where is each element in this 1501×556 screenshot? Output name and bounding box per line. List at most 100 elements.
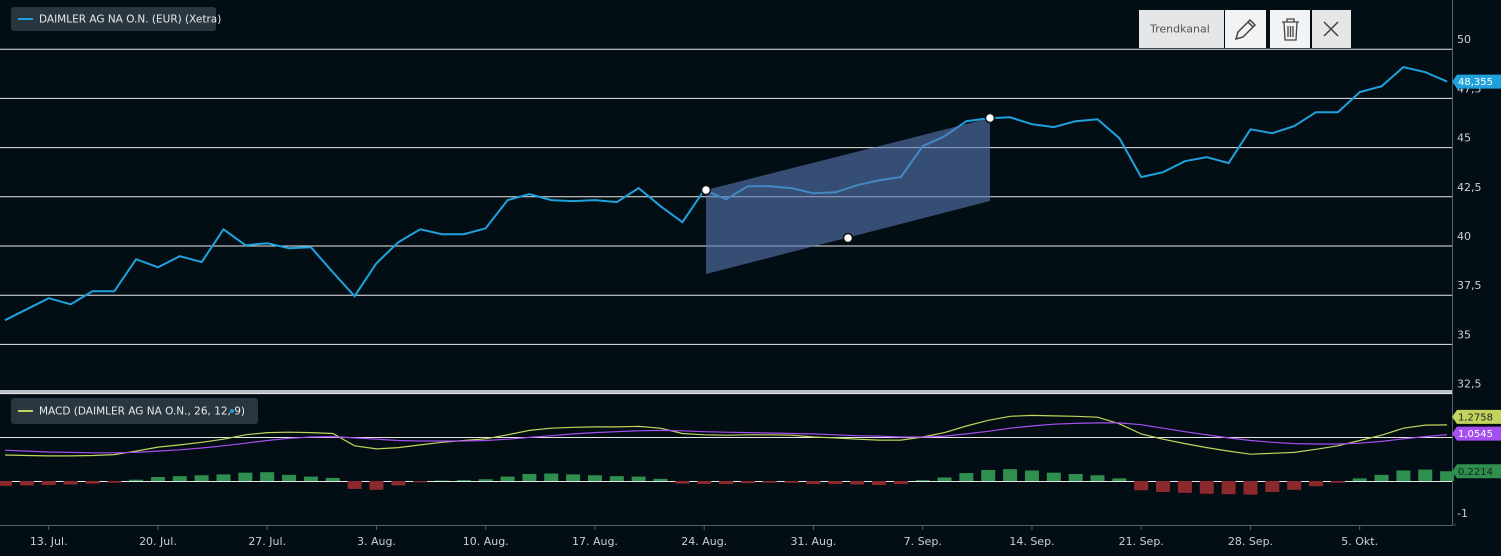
value-tag bbox=[1452, 74, 1501, 89]
histogram-bar bbox=[129, 479, 144, 481]
histogram-bar bbox=[1243, 481, 1258, 495]
histogram-bar bbox=[762, 481, 777, 483]
legend-box bbox=[11, 7, 216, 31]
histogram-bar bbox=[282, 474, 297, 481]
toolbar-label-box bbox=[1139, 10, 1224, 48]
histogram-bar bbox=[456, 480, 471, 481]
histogram-bar bbox=[740, 481, 755, 484]
legend-label: MACD (DAIMLER AG NA O.N., 26, 12, 9) bbox=[39, 406, 245, 418]
series-line bbox=[4, 422, 1448, 454]
histogram-bar bbox=[981, 470, 996, 481]
x-tick-label: 14. Sep. bbox=[1009, 535, 1054, 548]
histogram-bar bbox=[172, 476, 187, 481]
histogram-bar bbox=[915, 480, 930, 481]
histogram-bar bbox=[850, 481, 865, 485]
value-tag bbox=[1452, 409, 1501, 424]
edit-button[interactable] bbox=[1225, 10, 1266, 48]
histogram-bar bbox=[19, 481, 34, 486]
histogram-bar bbox=[303, 476, 318, 481]
histogram-bar bbox=[1221, 481, 1236, 495]
channel-handle[interactable] bbox=[984, 112, 996, 124]
histogram-bar bbox=[325, 477, 340, 481]
x-tick-label: 7. Sep. bbox=[904, 535, 942, 548]
histogram-bar bbox=[544, 473, 559, 481]
series-line bbox=[4, 414, 1448, 457]
y-tick-label: 45 bbox=[1457, 132, 1471, 145]
x-tick-label: 27. Jul. bbox=[248, 535, 286, 548]
x-tick-label: 21. Sep. bbox=[1119, 535, 1164, 548]
trend-channel[interactable] bbox=[706, 118, 990, 274]
marks: 48,355 1,2758 1,0545 0,2214 bbox=[0, 66, 1501, 495]
value-tag-label: 0,2214 bbox=[1458, 467, 1493, 478]
pencil-icon bbox=[1234, 18, 1257, 41]
histogram-bar bbox=[719, 481, 734, 485]
histogram-bar bbox=[1440, 471, 1455, 481]
histogram-bar bbox=[1090, 475, 1105, 481]
histogram-bar bbox=[1309, 481, 1323, 487]
x-tick-label: 10. Aug. bbox=[463, 535, 509, 548]
value-tag-label: 1,0545 bbox=[1458, 429, 1493, 440]
histogram-bar bbox=[1068, 473, 1083, 481]
y-tick-label: 40 bbox=[1457, 230, 1471, 243]
channel-handle[interactable] bbox=[842, 232, 854, 244]
histogram-bar bbox=[238, 472, 253, 481]
y-tick-label: 37,5 bbox=[1457, 279, 1482, 292]
histogram-bar bbox=[478, 479, 493, 481]
y-tick-label: 42,5 bbox=[1457, 181, 1482, 194]
histogram-bar bbox=[806, 481, 821, 485]
histogram-bar bbox=[1156, 481, 1171, 492]
x-tick-label: 28. Sep. bbox=[1228, 535, 1273, 548]
histogram-bar bbox=[347, 481, 362, 489]
panel-separator bbox=[0, 390, 1452, 394]
y-tick-label: 50 bbox=[1457, 33, 1471, 46]
x-tick-label: 24. Aug. bbox=[681, 535, 727, 548]
y-tick-label: 35 bbox=[1457, 328, 1471, 341]
close-icon bbox=[1323, 21, 1339, 37]
value-tag bbox=[1452, 426, 1501, 441]
histogram-bar bbox=[1396, 470, 1411, 481]
histogram-bar bbox=[1265, 481, 1280, 492]
x-tick-label: 20. Jul. bbox=[139, 535, 177, 548]
histogram-bar bbox=[1134, 481, 1149, 491]
histogram-bar bbox=[587, 475, 602, 481]
histogram-bar bbox=[893, 481, 908, 485]
histogram-bar bbox=[1003, 469, 1018, 481]
value-tag-label: 1,2758 bbox=[1458, 412, 1493, 423]
histogram-bar bbox=[41, 481, 56, 485]
toolbar: Trendkanal bbox=[1139, 10, 1351, 48]
histogram-bar bbox=[872, 481, 886, 485]
histogram-bar bbox=[216, 474, 231, 481]
y2-tick-label: -1 bbox=[1457, 507, 1468, 520]
histogram-bar bbox=[566, 474, 581, 481]
histogram-bar bbox=[85, 481, 100, 484]
histogram-bar bbox=[1418, 469, 1433, 481]
histogram-bar bbox=[107, 481, 122, 483]
histogram-bar bbox=[1330, 481, 1345, 483]
toolbar-label: Trendkanal bbox=[1149, 23, 1210, 36]
legend-label: DAIMLER AG NA O.N. (EUR) (Xetra) bbox=[39, 14, 221, 26]
channel-handle[interactable] bbox=[700, 184, 712, 196]
histogram-bar bbox=[369, 481, 384, 490]
histogram-bar bbox=[413, 481, 428, 483]
x-tick-label: 31. Aug. bbox=[790, 535, 836, 548]
histogram-bar bbox=[697, 481, 712, 485]
histogram-bar bbox=[1177, 481, 1192, 493]
legend: DAIMLER AG NA O.N. (EUR) (Xetra) MACD (D… bbox=[11, 7, 258, 424]
histogram-bar bbox=[1352, 478, 1367, 481]
value-tag bbox=[1452, 464, 1501, 479]
histogram-bar bbox=[675, 481, 690, 484]
histogram-bar bbox=[631, 476, 646, 481]
x-tick-label: 13. Jul. bbox=[30, 535, 68, 548]
trash-icon bbox=[1282, 18, 1299, 41]
histogram-bar bbox=[150, 477, 165, 481]
x-tick-label: 3. Aug. bbox=[357, 535, 396, 548]
histogram-bar bbox=[1024, 470, 1039, 481]
histogram-bar bbox=[1287, 481, 1302, 490]
histogram-bar bbox=[828, 481, 843, 485]
histogram-bar bbox=[784, 481, 799, 483]
legend-dot bbox=[230, 409, 234, 413]
x-tick-label: 5. Okt. bbox=[1341, 535, 1378, 548]
histogram-bar bbox=[391, 481, 406, 486]
